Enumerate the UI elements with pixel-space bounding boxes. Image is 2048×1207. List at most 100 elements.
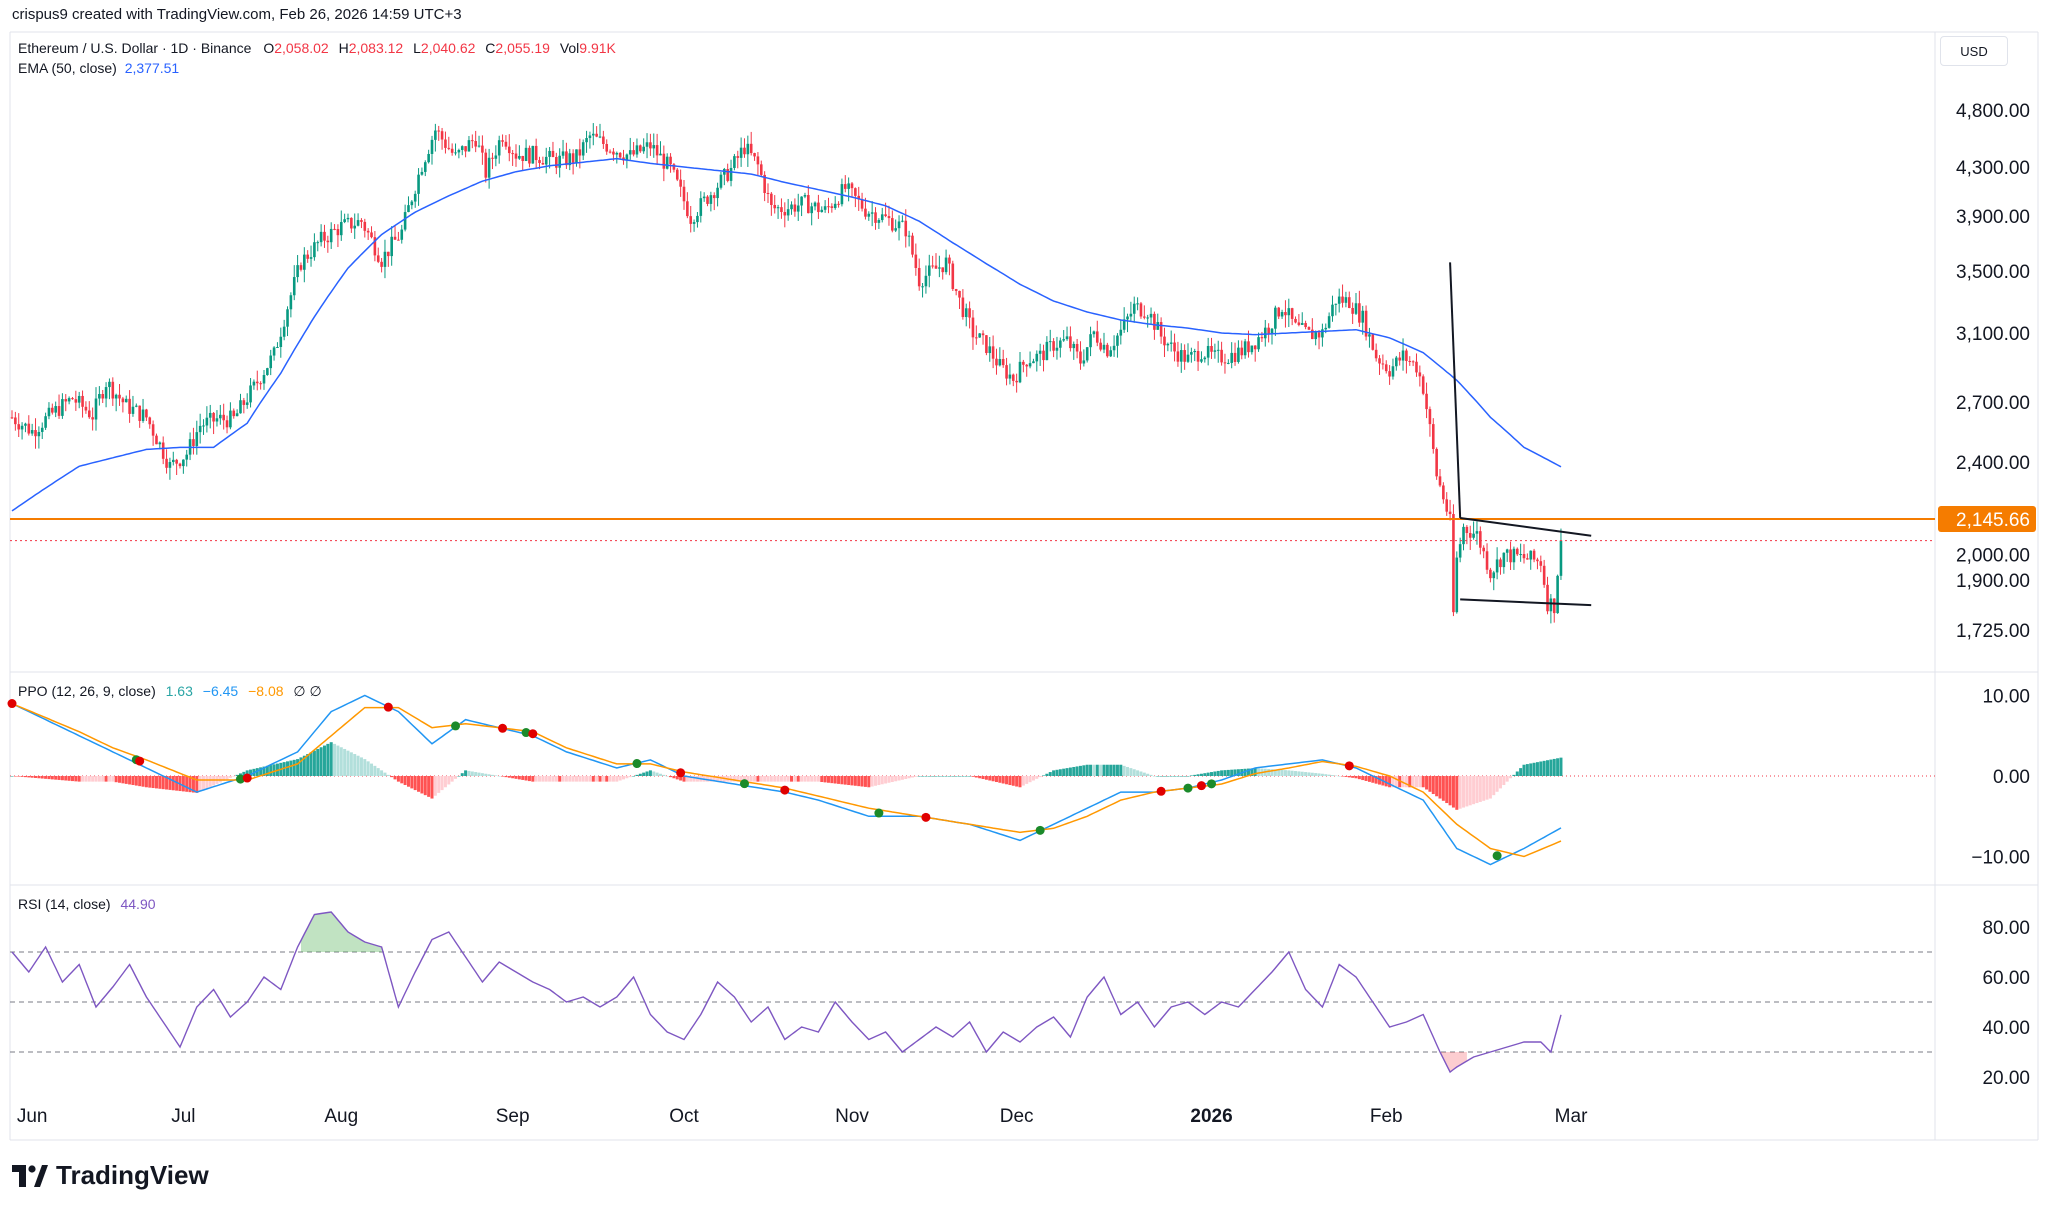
candle-body xyxy=(780,207,783,212)
candle-body xyxy=(1075,343,1079,352)
ppo-histogram-bar xyxy=(118,776,122,783)
candle-body xyxy=(407,205,410,213)
ppo-histogram-bar xyxy=(1206,772,1210,776)
candle-body xyxy=(991,346,995,359)
candle-body xyxy=(1206,345,1210,358)
ppo-histogram-bar xyxy=(490,774,494,776)
candle-body xyxy=(911,235,914,255)
candle-body xyxy=(229,410,232,428)
ppo-histogram-bar xyxy=(900,776,904,780)
x-tick-label: Nov xyxy=(835,1106,869,1127)
ppo-histogram-bar xyxy=(400,776,404,784)
ppo-histogram-bar xyxy=(1294,771,1298,776)
ppo-histogram-bar xyxy=(1414,776,1418,788)
ppo-histogram-bar xyxy=(1488,776,1492,799)
ppo-histogram-bar xyxy=(1334,775,1338,777)
ppo-histogram-bar xyxy=(1068,767,1072,776)
ppo-histogram-bar xyxy=(501,776,505,777)
candle-body xyxy=(1391,366,1395,377)
ppo-histogram-bar xyxy=(1011,776,1015,786)
candle-body xyxy=(30,430,34,434)
ppo-histogram-bar xyxy=(810,776,814,782)
ppo-histogram-bar xyxy=(198,776,202,792)
candle-body xyxy=(1364,310,1368,337)
candle-body xyxy=(232,410,236,417)
rsi-tick-label: 60.00 xyxy=(1982,968,2030,989)
ppo-histogram-bar xyxy=(1515,771,1519,776)
ppo-histogram-bar xyxy=(1327,774,1331,776)
ppo-histogram-bar xyxy=(551,776,555,782)
ppo-histogram-bar xyxy=(477,772,481,776)
candle-body xyxy=(561,151,565,156)
candle-body xyxy=(1200,359,1203,362)
ppo-histogram-bar xyxy=(322,745,326,776)
candle-body xyxy=(1119,329,1123,336)
candle-body xyxy=(54,406,57,413)
ppo-histogram-bar xyxy=(60,776,64,781)
trendline[interactable] xyxy=(1460,516,1592,537)
candle-body xyxy=(964,308,968,318)
candle-body xyxy=(813,202,817,207)
ppo-histogram-bar xyxy=(806,776,810,782)
ppo-histogram-bar xyxy=(1455,776,1459,810)
ppo-histogram-bar xyxy=(20,776,24,777)
trendline[interactable] xyxy=(1449,262,1462,519)
candle-body xyxy=(877,220,881,223)
candle-body xyxy=(810,206,813,214)
ppo-histogram-bar xyxy=(904,776,908,780)
ppo-histogram-bar xyxy=(863,776,867,787)
candle-body xyxy=(874,212,877,223)
ppo-histogram-bar xyxy=(480,773,484,776)
ppo-histogram-bar xyxy=(816,776,820,782)
candle-body xyxy=(1408,360,1412,362)
currency-button[interactable]: USD xyxy=(1940,36,2008,66)
candle-body xyxy=(1186,354,1190,362)
candle-body xyxy=(487,157,491,178)
ppo-histogram-bar xyxy=(265,765,269,776)
candle-body xyxy=(1452,514,1455,613)
ppo-histogram-bar xyxy=(961,776,965,777)
ppo-histogram-bar xyxy=(1216,770,1220,776)
ppo-histogram-bar xyxy=(144,776,148,788)
candle-body xyxy=(319,231,323,243)
candle-body xyxy=(400,229,404,240)
ppo-histogram-bar xyxy=(296,759,300,776)
candle-body xyxy=(1284,312,1287,316)
candle-body xyxy=(1415,361,1418,373)
ppo-histogram-bar xyxy=(333,743,337,776)
ppo-histogram-bar xyxy=(910,776,914,778)
candle-body xyxy=(719,174,723,188)
candle-body xyxy=(1065,336,1069,340)
tradingview-logo[interactable]: TradingView xyxy=(12,1160,209,1191)
candle-body xyxy=(917,267,921,287)
ppo-histogram-bar xyxy=(1361,776,1365,781)
x-tick-label: Feb xyxy=(1370,1106,1403,1127)
ppo-histogram-bar xyxy=(309,752,313,776)
candle-body xyxy=(410,201,414,206)
ppo-histogram-bar xyxy=(366,761,370,776)
ppo-histogram-bar xyxy=(507,776,511,778)
candle-body xyxy=(292,277,296,296)
candle-body xyxy=(313,242,316,258)
ppo-histogram-bar xyxy=(1210,772,1214,776)
ppo-histogram-bar xyxy=(1364,776,1368,781)
ppo-histogram-bar xyxy=(1458,776,1462,809)
ppo-histogram-bar xyxy=(1072,766,1076,776)
candle-body xyxy=(84,406,88,411)
candle-body xyxy=(494,155,498,159)
candle-body xyxy=(430,139,434,154)
ppo-histogram-bar xyxy=(154,776,158,789)
candle-body xyxy=(1311,329,1314,340)
candle-body xyxy=(843,184,847,189)
candle-body xyxy=(1337,296,1341,304)
ppo-histogram-bar xyxy=(1300,771,1304,776)
ppo-histogram-bar xyxy=(1398,776,1402,788)
candle-body xyxy=(1324,327,1328,330)
ppo-histogram-bar xyxy=(396,776,400,782)
trendline[interactable] xyxy=(1460,598,1592,607)
candle-body xyxy=(1163,336,1166,346)
ppo-histogram-bar xyxy=(114,776,118,783)
candle-body xyxy=(1274,307,1277,329)
ppo-histogram-bar xyxy=(1189,775,1193,776)
candle-body xyxy=(47,407,51,417)
